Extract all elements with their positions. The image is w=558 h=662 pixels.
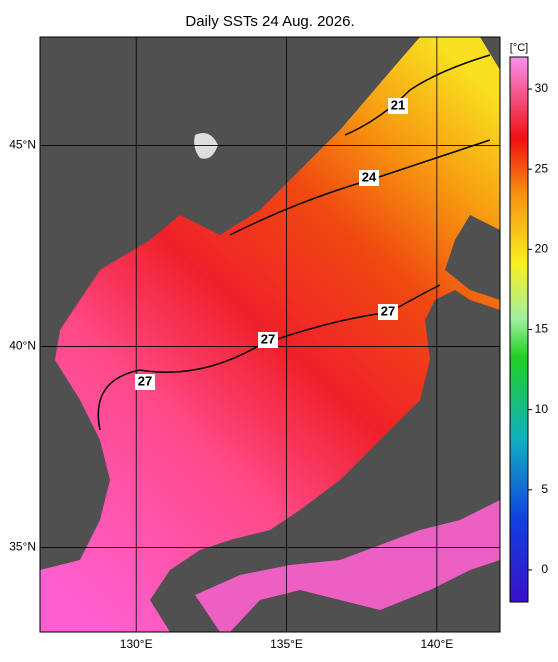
- lon-label: 130°E: [120, 637, 153, 651]
- contour-label: 27: [138, 373, 152, 388]
- contour-label-box: [135, 374, 155, 390]
- colorbar-tick-label: 30: [535, 81, 549, 95]
- contour-label: 27: [261, 331, 275, 346]
- lon-label: 135°E: [270, 637, 303, 651]
- colorbar-tick-label: 10: [535, 402, 549, 416]
- land: [230, 560, 500, 632]
- colorbar-tick-label: 15: [535, 322, 549, 336]
- colorbar-tick-label: 20: [535, 242, 549, 256]
- lat-label: 35°N: [9, 540, 36, 554]
- colorbar-tick-label: 0: [541, 562, 548, 576]
- lat-label: 45°N: [9, 138, 36, 152]
- contour-line: [344, 54, 491, 136]
- contour-label-box: [378, 304, 398, 320]
- colorbar-tick-label: 5: [541, 482, 548, 496]
- land: [445, 37, 500, 300]
- title: Daily SSTs 24 Aug. 2026.: [185, 13, 354, 30]
- contour-label-box: [388, 98, 408, 114]
- map-frame: [39, 36, 501, 633]
- contour-label: 24: [362, 169, 377, 184]
- contour-label-box: [359, 170, 379, 186]
- contour-label: 21: [391, 97, 405, 112]
- lon-label: 140°E: [420, 637, 453, 651]
- colorbar-tick-label: 25: [535, 161, 549, 175]
- lat-label: 40°N: [9, 339, 36, 353]
- contour-label-box: [258, 332, 278, 348]
- colorbar-label: [°C]: [510, 42, 528, 54]
- land: [40, 37, 420, 570]
- colorbar: [509, 56, 529, 603]
- contour-label: 27: [381, 303, 395, 318]
- map-area: [40, 37, 500, 632]
